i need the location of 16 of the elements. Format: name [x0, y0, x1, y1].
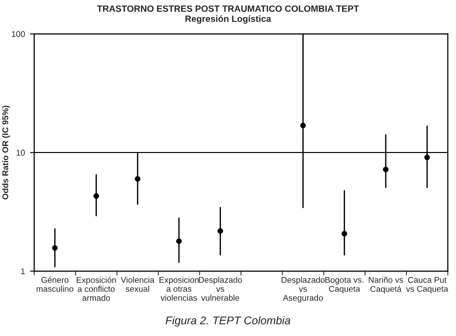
x-tick-label: Género masculino [36, 276, 74, 292]
y-axis-title: Odds Ratio OR (IC 95%) [2, 106, 10, 200]
y-tick-label: 10 [16, 150, 25, 156]
y-tick-label: 100 [12, 31, 25, 38]
x-tick-label: Nariño vs Caquetá [368, 276, 404, 294]
x-tick-label: Desplazado vs vulnerable [198, 276, 242, 301]
x-tick-label: Exposición a conflicto armado [76, 276, 116, 301]
chart-subtitle: Regresión Logística [185, 15, 272, 24]
chart-title: TRASTORNO ESTRES POST TRAUMATICO COLOMBIA TEPT [97, 5, 359, 12]
x-tick-label: Cauca Put vs Caqueta [406, 276, 448, 294]
x-tick-label: Bogota vs. Caqueta [325, 277, 364, 294]
x-tick-label: Exposicion a otras violencias [159, 276, 199, 301]
text: Figura 2. TEPT Colombia [166, 316, 290, 327]
x-tick-label: Desplazado vs Asegurado [282, 276, 325, 302]
x-tick-label: Violencia sexual [120, 276, 154, 292]
y-tick-label: 1 [21, 268, 25, 274]
